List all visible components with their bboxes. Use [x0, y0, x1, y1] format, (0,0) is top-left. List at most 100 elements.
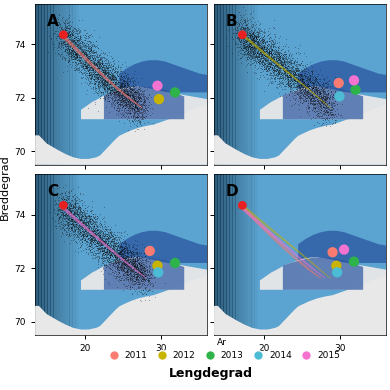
Point [102, 249, 108, 255]
Point [127, 101, 133, 108]
Point [271, 52, 278, 58]
Point [94, 75, 101, 81]
Point [88, 236, 94, 242]
Point [67, 203, 73, 209]
Point [306, 94, 312, 101]
Point [98, 238, 105, 244]
Polygon shape [245, 174, 248, 335]
Point [130, 99, 136, 105]
Point [104, 85, 110, 91]
Point [259, 42, 265, 48]
Point [83, 229, 89, 235]
Polygon shape [91, 62, 92, 67]
Point [121, 248, 127, 255]
Point [313, 86, 319, 92]
Point [65, 51, 71, 57]
Point [107, 245, 113, 252]
Point [238, 30, 244, 36]
Point [73, 45, 79, 51]
Point [90, 48, 96, 55]
Point [86, 63, 92, 69]
Point [110, 236, 116, 243]
Point [124, 82, 131, 88]
Point [275, 71, 281, 77]
Point [316, 110, 322, 117]
Point [90, 228, 96, 234]
Point [107, 81, 113, 87]
Point [132, 257, 138, 263]
Point [95, 235, 101, 241]
Point [92, 219, 98, 225]
Point [61, 39, 67, 45]
Point [114, 245, 120, 252]
Point [294, 86, 300, 92]
Point [87, 44, 93, 51]
Point [122, 243, 128, 249]
Point [112, 251, 118, 257]
Point [117, 83, 123, 90]
Polygon shape [83, 224, 84, 228]
Point [78, 243, 84, 249]
Point [64, 205, 70, 211]
Point [99, 242, 105, 248]
Point [112, 89, 119, 96]
Point [97, 61, 103, 67]
Point [289, 55, 296, 61]
Point [276, 54, 282, 60]
Point [103, 248, 109, 254]
Point [134, 266, 140, 273]
Point [93, 232, 99, 238]
Point [91, 69, 98, 76]
Point [108, 81, 115, 87]
Point [277, 75, 283, 82]
Point [86, 49, 92, 55]
Point [297, 71, 303, 78]
Point [70, 222, 76, 228]
Point [236, 30, 243, 36]
Point [117, 82, 123, 89]
Point [138, 74, 144, 81]
Point [120, 258, 126, 264]
Point [88, 75, 94, 81]
Point [52, 50, 58, 57]
Point [79, 197, 85, 203]
Point [91, 64, 97, 70]
Point [240, 51, 246, 57]
Point [101, 65, 107, 71]
Point [285, 64, 292, 70]
Point [270, 67, 276, 73]
Point [278, 71, 284, 77]
Point [72, 229, 78, 236]
Point [82, 227, 88, 234]
Point [95, 64, 101, 71]
Point [87, 39, 94, 46]
Point [272, 44, 278, 50]
Point [294, 64, 300, 71]
Point [121, 92, 127, 98]
Point [261, 64, 267, 70]
Point [117, 238, 123, 245]
Point [77, 33, 83, 39]
Point [134, 258, 140, 264]
Point [121, 262, 127, 269]
Point [101, 80, 108, 87]
Point [136, 91, 142, 97]
Point [317, 96, 323, 102]
Point [85, 225, 91, 232]
Point [96, 232, 102, 238]
Point [300, 85, 307, 91]
Point [136, 255, 142, 261]
Point [249, 46, 255, 53]
Point [110, 87, 117, 93]
Point [111, 73, 117, 80]
Point [309, 73, 315, 79]
Point [126, 88, 132, 94]
Point [321, 106, 328, 113]
Point [287, 67, 294, 73]
Point [262, 55, 268, 61]
Point [246, 43, 252, 49]
Point [104, 87, 110, 93]
Point [83, 33, 89, 39]
Point [111, 262, 117, 269]
Point [244, 16, 250, 23]
